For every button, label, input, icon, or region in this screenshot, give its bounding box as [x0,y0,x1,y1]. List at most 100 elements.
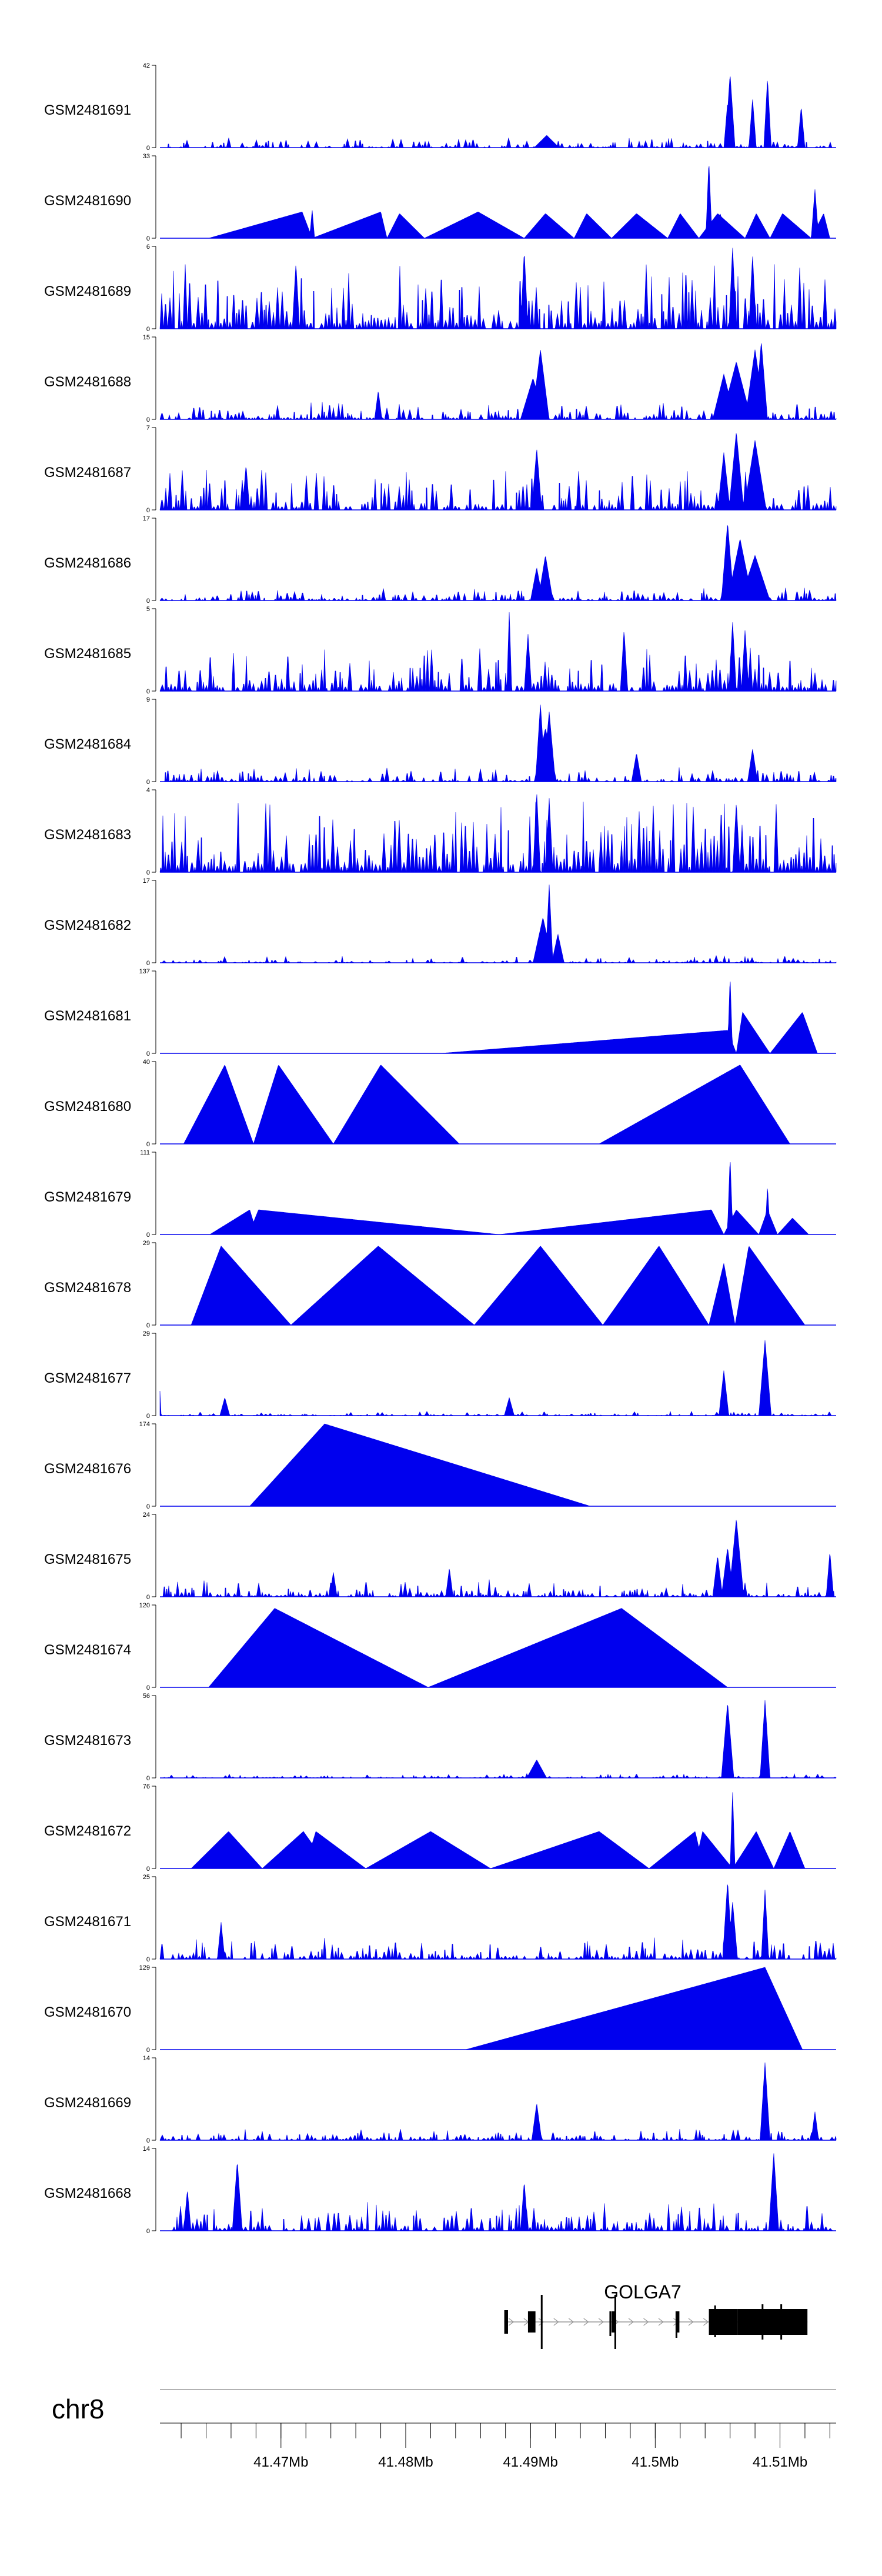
y-axis-max-label: 25 [143,1874,150,1881]
coverage-signal [159,525,837,602]
coverage-signal [160,2153,836,2232]
y-axis-max-label: 29 [143,1330,150,1337]
coverage-signal [159,1340,836,1416]
strand-arrow-icon [568,2318,574,2326]
track-GSM2481681: GSM2481681 137 0 [44,968,836,1057]
y-axis-min-label: 0 [146,1775,150,1782]
strand-arrow-icon [688,2318,694,2326]
gene-model-GOLGA7 [504,2295,808,2349]
coverage-signal [160,981,836,1054]
y-axis-min-label: 0 [146,1956,150,1963]
gene-exon [709,2309,738,2335]
y-axis-min-label: 0 [146,1232,150,1239]
signal-tracks: GSM2481691420GSM2481690330GSM248168960GS… [44,62,837,2235]
y-axis-min-label: 0 [146,1050,150,1057]
y-axis-min-label: 0 [146,2228,150,2235]
y-axis-min-label: 0 [146,598,150,605]
coverage-signal [159,248,837,330]
y-axis-min-label: 0 [146,869,150,876]
y-axis-max-label: 7 [146,425,150,432]
axis-tick-label: 41.51Mb [753,2454,807,2470]
y-axis-max-label: 17 [143,877,150,885]
y-axis-max-label: 9 [146,696,150,703]
axis-tick-label: 41.47Mb [253,2454,308,2470]
coverage-signal [160,885,837,964]
genome-axis: chr8 41.47Mb 41.48Mb 41.49Mb 41.5Mb 41.51Mb [52,2389,836,2470]
coverage-signal [160,1162,836,1235]
gene-exon [527,2311,536,2333]
y-axis-max-label: 40 [143,1059,150,1066]
track-label: GSM2481682 [44,917,131,933]
gene-label: GOLGA7 [604,2281,681,2303]
track-label: GSM2481670 [44,2004,131,2020]
gene-exon [676,2311,680,2333]
coverage-signal [160,1700,837,1778]
track-label: GSM2481691 [44,102,131,118]
track-GSM2481674: GSM2481674 120 0 [44,1602,836,1691]
track-label: GSM2481686 [44,555,131,571]
y-axis-min-label: 0 [146,1684,150,1691]
track-GSM2481671: GSM2481671 25 0 [44,1874,837,1963]
track-label: GSM2481684 [44,736,131,752]
track-GSM2481686: GSM2481686 17 0 [44,515,837,605]
track-GSM2481669: GSM2481669 14 0 [44,2055,837,2144]
track-GSM2481689: GSM2481689 6 0 [44,243,837,333]
coverage-signal [159,2062,837,2141]
track-label: GSM2481673 [44,1733,131,1749]
y-axis-min-label: 0 [146,416,150,423]
track-GSM2481683: GSM2481683 4 0 [44,787,837,876]
y-axis-min-label: 0 [146,779,150,786]
genome-axis-ticks: 41.47Mb 41.48Mb 41.49Mb 41.5Mb 41.51Mb [181,2423,830,2470]
y-axis-min-label: 0 [146,1866,150,1873]
track-GSM2481668: GSM2481668 14 0 [44,2145,836,2235]
coverage-signal [159,794,837,873]
track-label: GSM2481675 [44,1551,131,1567]
y-axis-min-label: 0 [146,235,150,242]
track-GSM2481676: GSM2481676 174 0 [44,1421,836,1510]
strand-arrow-icon [538,2318,544,2326]
y-axis-max-label: 137 [139,968,150,975]
track-label: GSM2481683 [44,827,131,843]
coverage-signal [160,166,836,239]
y-axis-max-label: 24 [143,1511,150,1519]
track-label: GSM2481688 [44,374,131,390]
coverage-signal [160,1792,836,1869]
track-label: GSM2481681 [44,1008,131,1024]
y-axis-min-label: 0 [146,688,150,695]
strand-arrow-icon [598,2318,604,2326]
chromosome-label: chr8 [52,2394,104,2424]
track-GSM2481679: GSM2481679 111 0 [44,1149,836,1239]
track-GSM2481688: GSM2481688 15 0 [44,334,837,423]
track-label: GSM2481677 [44,1370,131,1386]
track-GSM2481684: GSM2481684 9 0 [44,696,837,786]
axis-tick-label: 41.49Mb [503,2454,557,2470]
strand-arrow-icon [658,2318,664,2326]
gene-track: GOLGA7 [504,2281,808,2349]
axis-tick-label: 41.48Mb [378,2454,433,2470]
track-label: GSM2481674 [44,1642,131,1658]
track-label: GSM2481669 [44,2095,131,2111]
y-axis-max-label: 120 [139,1602,150,1609]
gene-exon [737,2309,808,2335]
y-axis-max-label: 56 [143,1693,150,1700]
track-GSM2481673: GSM2481673 56 0 [44,1693,837,1782]
y-axis-max-label: 5 [146,606,150,613]
y-axis-min-label: 0 [146,1594,150,1601]
y-axis-max-label: 29 [143,1240,150,1247]
gene-exon [504,2310,508,2334]
coverage-signal [159,612,837,692]
y-axis-max-label: 14 [143,2145,150,2153]
y-axis-min-label: 0 [146,326,150,333]
coverage-signal [160,1065,836,1144]
coverage-signal [159,1884,837,1960]
track-GSM2481678: GSM2481678 29 0 [44,1240,836,1329]
y-axis-min-label: 0 [146,1413,150,1420]
track-label: GSM2481689 [44,283,131,299]
track-label: GSM2481671 [44,1914,131,1930]
y-axis-min-label: 0 [146,507,150,514]
gene-exon [612,2311,616,2333]
y-axis-max-label: 33 [143,153,150,160]
track-label: GSM2481685 [44,646,131,662]
y-axis-max-label: 17 [143,515,150,522]
